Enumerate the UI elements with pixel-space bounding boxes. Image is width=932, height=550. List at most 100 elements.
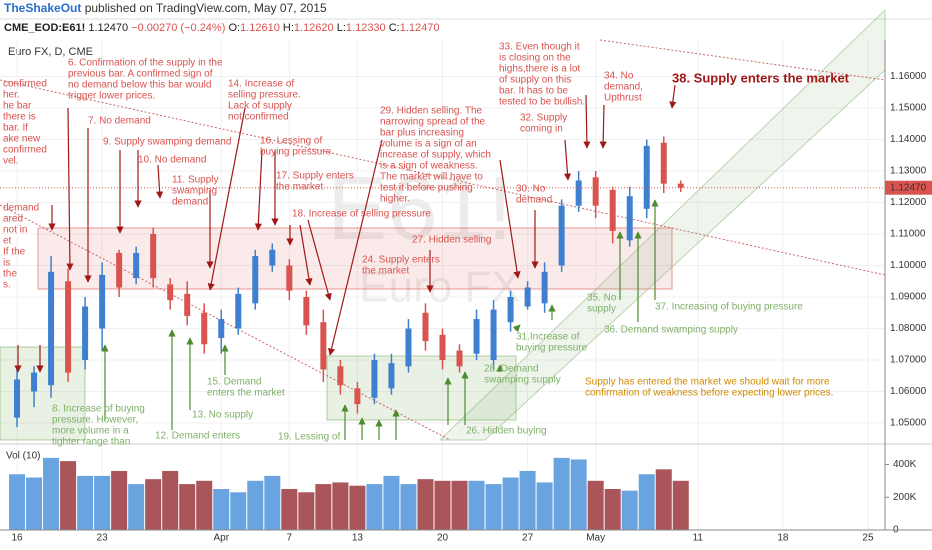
volume-bar [298, 492, 315, 530]
candle-body [167, 284, 174, 301]
y-tick-label: 1.13000 [890, 166, 927, 177]
arrow [254, 149, 263, 231]
annotation: 31.Increase of [516, 332, 580, 343]
candle-body [82, 306, 89, 360]
x-tick-label: May [586, 533, 605, 544]
header: TheShakeOut published on TradingView.com… [4, 1, 327, 15]
annotation: Supply has entered the market we should … [585, 377, 830, 388]
annotation: 16. Lessing of [260, 136, 322, 147]
candle-body [541, 271, 548, 304]
y-tick-label: 1.09000 [890, 292, 927, 303]
annotation: buying pressure [516, 343, 588, 354]
candle-body [558, 205, 565, 266]
x-tick-label: 23 [97, 533, 109, 544]
annotation: 37. Increasing of buying pressure [655, 302, 803, 313]
y-tick-label: 1.06000 [890, 386, 927, 397]
candle-body [99, 274, 106, 329]
annotation: supply [587, 304, 616, 315]
annotation: 15. Demand [207, 377, 261, 388]
candle-body [303, 297, 310, 326]
volume-bar [213, 489, 230, 530]
annotation: swamping supply [484, 375, 561, 386]
annotation: the market [276, 182, 323, 193]
volume-bar [502, 477, 519, 530]
annotation: 26. Hidden buying [466, 426, 547, 437]
annotation: tighter range than [52, 437, 130, 448]
candle-body [490, 309, 497, 360]
candle-body [388, 363, 395, 389]
ohlc-label: H: [283, 22, 294, 34]
candle-body [575, 180, 582, 206]
annotation: ared [3, 214, 23, 225]
volume-title: Vol (10) [6, 451, 40, 462]
annotation: swamping [172, 186, 217, 197]
candle-body [65, 281, 72, 373]
volume-bar [400, 484, 417, 530]
annotation: 11. Supply [172, 175, 219, 186]
x-tick-label: 16 [11, 533, 23, 544]
annotation: The market will have to [380, 172, 483, 183]
annotation: more volume in a [52, 426, 129, 437]
annotation: 28. Demand [484, 364, 538, 375]
annotation: he bar [3, 101, 32, 112]
volume-bar [162, 470, 179, 530]
annotation: confirmation of weakness before expectin… [585, 388, 833, 399]
y-tick-label: 1.16000 [890, 71, 927, 82]
annotation: Upthrust [604, 93, 642, 104]
candle-body [473, 319, 480, 354]
volume-bar [264, 475, 281, 530]
ohlc-label: O: [228, 22, 240, 34]
annotation: 32. Supply [520, 113, 567, 124]
annotation: narrowing spread of the [380, 117, 486, 128]
annotation: et [3, 236, 12, 247]
price-tag [885, 180, 932, 195]
volume-bar [485, 484, 502, 530]
annotation: demand, [604, 82, 643, 93]
ohlc-value: 1.12330 [346, 22, 386, 34]
annotation: trigger lower prices. [68, 91, 155, 102]
annotation: confirmed [3, 145, 47, 156]
annotation: 34. No [604, 71, 634, 82]
annotation: higher. [380, 194, 410, 205]
annotation: If the [3, 247, 26, 258]
annotation: 9. Supply swamping demand [103, 137, 231, 148]
y-tick-label: 1.14000 [890, 134, 927, 145]
candle-body [354, 388, 361, 405]
candle-body [235, 293, 242, 329]
annotation: 36. Demand swamping supply [604, 325, 738, 336]
author[interactable]: TheShakeOut [4, 1, 81, 15]
candle-body [269, 249, 276, 266]
annotation: tested to be bullish. [499, 97, 585, 108]
published: published on TradingView.com, May 07, 20… [85, 1, 327, 15]
ohlc-value: 1.12620 [294, 22, 334, 34]
arrow [583, 94, 591, 149]
volume-bar [26, 477, 43, 530]
arrow [563, 139, 572, 181]
arrow [499, 159, 521, 279]
annotation: enters the market [207, 388, 285, 399]
annotation: confirmed [3, 79, 47, 90]
trend-line [0, 204, 451, 441]
annotation: the [3, 269, 17, 280]
candle-body [626, 196, 633, 241]
volume-bar [94, 475, 111, 530]
y-tick-label: 1.11000 [890, 229, 926, 240]
legend: CME_EOD:E61! 1.12470 −0.00270 (−0.24%) O… [4, 22, 440, 34]
annotation: ake new [3, 134, 41, 145]
candle-body [677, 183, 684, 188]
annotation: is closing on the [499, 53, 571, 64]
x-tick-label: Apr [213, 533, 229, 544]
candle-body [524, 287, 531, 307]
annotation: 8. Increase of buying [52, 404, 145, 415]
candle-body [643, 145, 650, 209]
annotation: the market [362, 266, 409, 277]
annotation: 12. Demand enters [155, 431, 240, 442]
volume-bar [570, 459, 587, 530]
candle-body [218, 319, 225, 338]
arrow [328, 139, 383, 356]
watermark: E61! [327, 159, 512, 259]
x-tick-label: 25 [862, 533, 874, 544]
annotation: vel. [3, 156, 19, 167]
candle-body [286, 265, 293, 291]
